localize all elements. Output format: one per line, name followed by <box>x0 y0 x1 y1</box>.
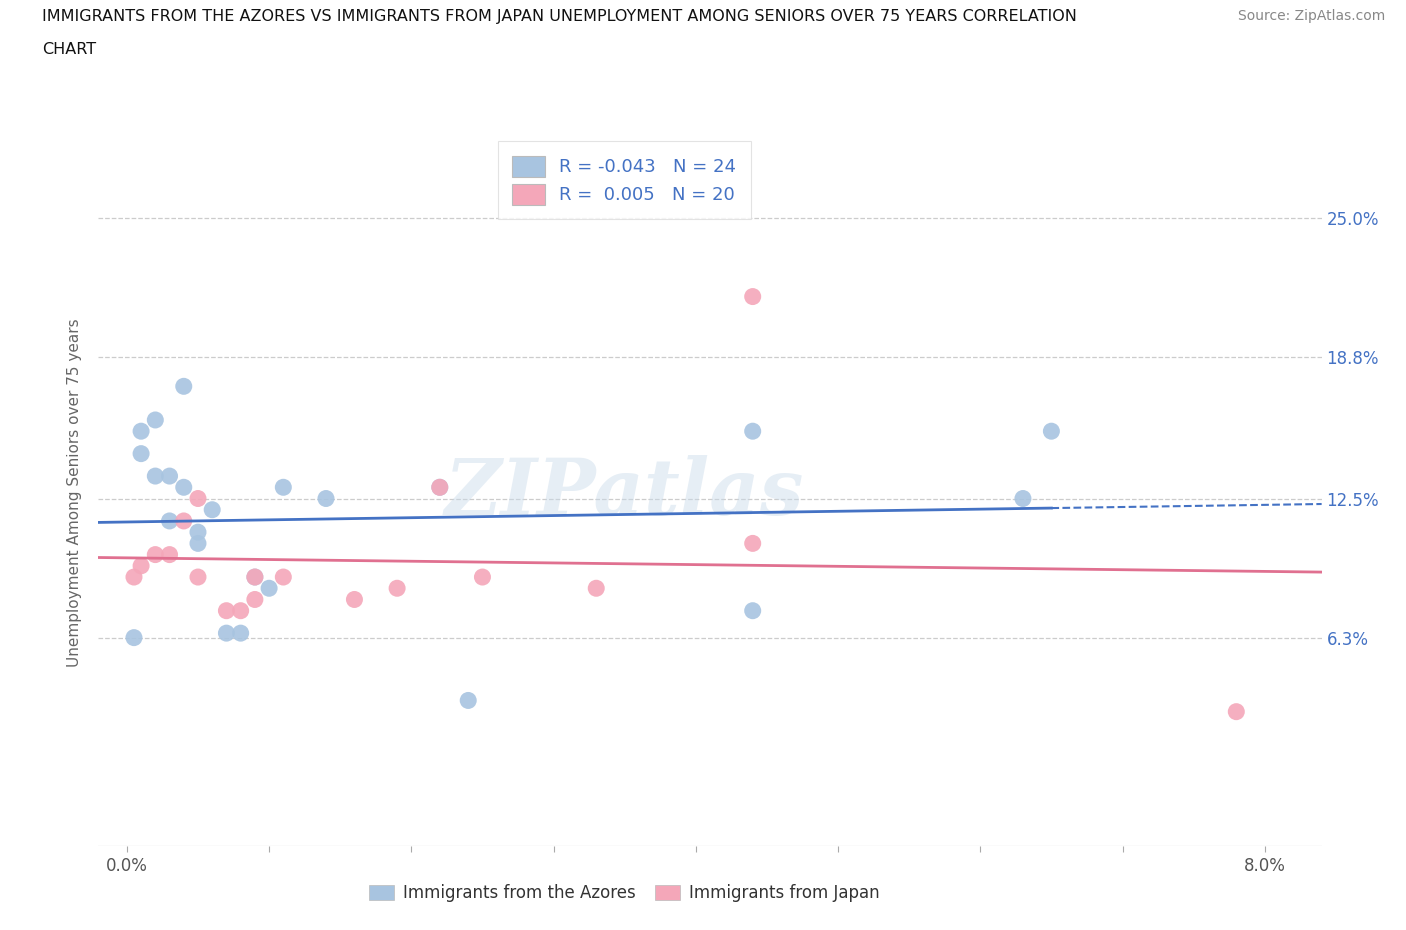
Point <box>129 446 152 461</box>
Point <box>257 581 280 596</box>
Point <box>1012 491 1035 506</box>
Point <box>315 491 337 506</box>
Point <box>273 569 295 584</box>
Point <box>173 480 195 495</box>
Point <box>741 424 763 439</box>
Point <box>143 413 166 428</box>
Point <box>243 569 266 584</box>
Point <box>1225 704 1247 719</box>
Point <box>122 569 145 584</box>
Point <box>215 604 238 618</box>
Point <box>243 592 266 607</box>
Point <box>585 581 607 596</box>
Point <box>215 626 238 641</box>
Text: IMMIGRANTS FROM THE AZORES VS IMMIGRANTS FROM JAPAN UNEMPLOYMENT AMONG SENIORS O: IMMIGRANTS FROM THE AZORES VS IMMIGRANTS… <box>42 9 1077 24</box>
Point <box>143 469 166 484</box>
Point <box>187 525 209 539</box>
Point <box>129 558 152 573</box>
Point <box>143 547 166 562</box>
Point <box>229 626 252 641</box>
Point <box>173 513 195 528</box>
Legend: Immigrants from the Azores, Immigrants from Japan: Immigrants from the Azores, Immigrants f… <box>363 877 886 909</box>
Point <box>187 569 209 584</box>
Point <box>457 693 479 708</box>
Point <box>173 379 195 393</box>
Point <box>159 469 181 484</box>
Point <box>273 480 295 495</box>
Point <box>229 604 252 618</box>
Point <box>741 536 763 551</box>
Point <box>243 569 266 584</box>
Point <box>187 536 209 551</box>
Point <box>741 289 763 304</box>
Text: CHART: CHART <box>42 42 96 57</box>
Point <box>187 491 209 506</box>
Point <box>385 581 408 596</box>
Y-axis label: Unemployment Among Seniors over 75 years: Unemployment Among Seniors over 75 years <box>67 319 83 667</box>
Point <box>741 604 763 618</box>
Point <box>471 569 494 584</box>
Text: Source: ZipAtlas.com: Source: ZipAtlas.com <box>1237 9 1385 23</box>
Point <box>129 424 152 439</box>
Point <box>159 513 181 528</box>
Point <box>201 502 224 517</box>
Point <box>429 480 451 495</box>
Point <box>1040 424 1063 439</box>
Point <box>122 631 145 645</box>
Point <box>343 592 366 607</box>
Point <box>159 547 181 562</box>
Point <box>429 480 451 495</box>
Text: ZIPatlas: ZIPatlas <box>444 455 804 531</box>
